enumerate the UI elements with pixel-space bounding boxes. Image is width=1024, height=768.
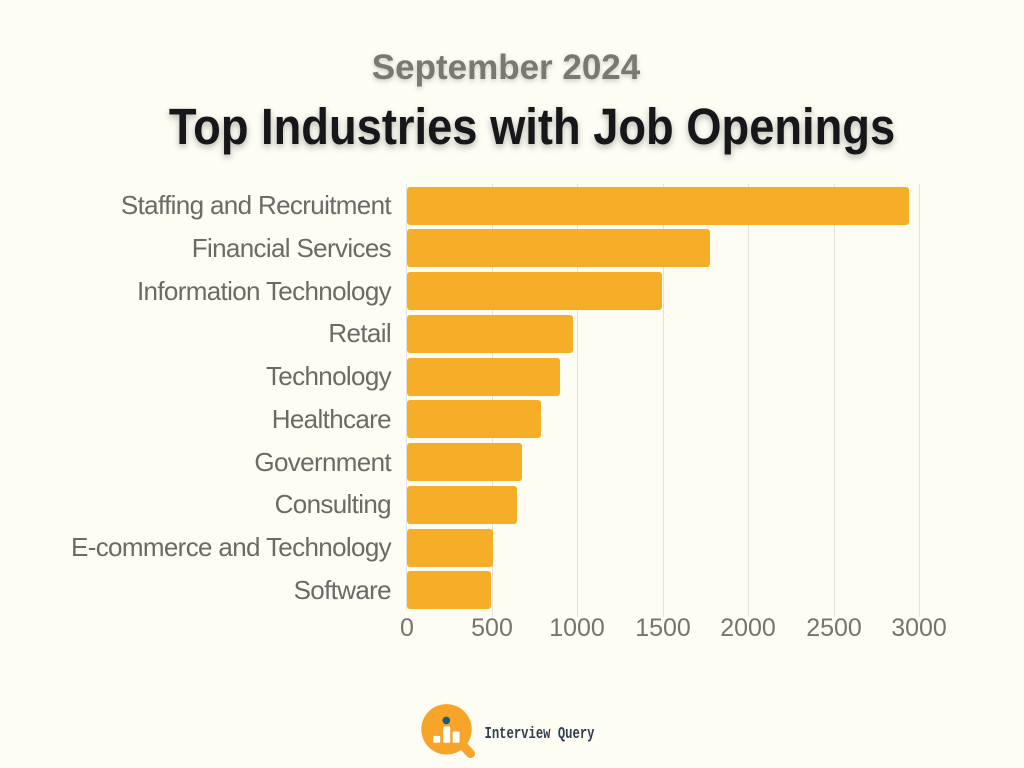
svg-text:Interview Query: Interview Query [485,724,595,743]
